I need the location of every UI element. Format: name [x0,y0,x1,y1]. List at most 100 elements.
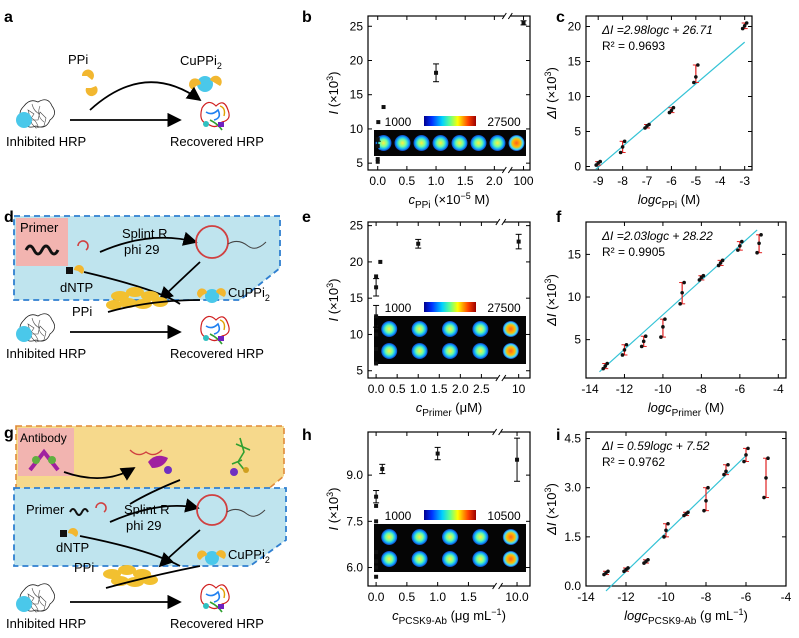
data-point-f [716,263,721,268]
well-spot-e [502,321,519,337]
xtick-label-h: 1.5 [460,590,477,604]
y-axis-label-unit-h: (×10 [326,497,341,527]
data-point-f [641,339,646,344]
y-axis-label-var-i: ΔI [544,522,559,536]
dntp-label-g: dNTP [56,540,89,555]
well-spot-h [381,529,398,545]
y-axis-label-var-c: ΔI [544,106,559,120]
ytick-label-i: 1.5 [564,530,581,544]
well-spot-b [470,135,487,151]
y-axis-label-unit-f: (×10 [544,284,559,314]
dntp-square-icon [66,267,73,274]
data-point-i [742,459,746,464]
axis-break-gap-e [497,375,504,381]
data-point-e [374,314,379,319]
well-spot-h [472,529,489,545]
well-spot-h [411,529,428,545]
x-axis-label-sup-h: −1 [491,607,501,617]
x-axis-label-sub-f: Primer [672,408,702,419]
well-spot-h [442,551,458,567]
ytick-label-b: 10 [350,122,364,136]
xtick-label-c: -9 [593,174,604,188]
panel-g: g Antibody Primer Splint R phi 29 [4,425,287,631]
phi29-label-g: phi 29 [126,518,161,533]
cuppi2-icon-g [197,550,226,565]
data-point-c [647,122,651,127]
panel-d: d Primer Splint R phi 29 dNTP CuPPi2 [4,209,281,361]
data-point-e [416,241,421,246]
data-point-f [701,273,706,278]
panel-letter-i: i [556,427,560,444]
plot-frame-e [367,221,531,379]
antibody-icon [28,448,60,472]
xtick-label-c: -7 [642,174,653,188]
binding-arrow [63,467,136,481]
recovered-hrp-label-g: Recovered HRP [170,616,264,631]
xtick-label-b: 1.5 [457,174,474,188]
ytick-label-c: 5 [574,125,581,139]
data-point-h [374,519,379,524]
data-point-f [738,244,742,248]
x-axis-label-var-f: logc [648,400,672,415]
x-axis-label-sub-h: PCSK9-Ab [399,616,448,627]
xtick-label-f: -4 [773,382,784,396]
data-point-f [757,241,761,246]
y-axis-label-sup-e: 3 [325,283,335,288]
well-spot-e [472,343,489,359]
data-point-i [626,566,630,570]
inhibited-hrp-label: Inhibited HRP [6,134,86,149]
ytick-label-c: 0 [574,160,581,174]
inhibited-hrp-label-g: Inhibited HRP [6,616,86,631]
ytick-label-e: 25 [350,219,364,233]
colorbar-max-e: 27500 [487,301,521,315]
data-point-e [374,332,379,337]
panel-letter-g: g [4,425,14,442]
rca-arrow [99,231,198,253]
probe-icon [230,437,251,476]
xtick-label-f: -6 [735,382,746,396]
y-axis-label-end-b: ) [326,72,341,76]
chart-e: e 5 10 15 20 25 0.0 0.5 1.0 1.5 2.0 2.5 10 I (×103) cP… [302,209,531,419]
data-point-f [601,366,606,371]
fit-equation-i: ΔI = 0.59logc + 7.52 [601,439,710,453]
data-point-f [736,248,740,252]
x-axis-label-end-b: M) [471,192,490,207]
ytick-label-c: 20 [568,20,582,34]
fit-equation-f: ΔI =2.03logc + 28.22 [601,229,713,243]
y-axis-label-unit-e: (×10 [326,288,341,318]
xtick-label-i: -14 [577,590,595,604]
axis-break-mark-b [507,166,513,174]
plot-frame-h [367,431,531,587]
y-axis-label-sup-h: 3 [325,492,335,497]
ppi-arrow-d [107,299,201,313]
data-point-f [661,325,665,329]
y-axis-label-sup-f: 3 [543,278,553,283]
ppi-label: PPi [68,52,88,67]
data-point-f [718,261,723,265]
y-axis-label-unit-b: (×10 [326,81,341,111]
cuppi2-sub-g: 2 [265,555,270,565]
xtick-label-c: -6 [666,174,677,188]
x-axis-label-var-i: logc [624,608,648,623]
data-point-f [659,335,663,339]
data-point-c [740,26,745,31]
cuppi2-label-d: CuPPi2 [228,285,270,303]
data-point-h [374,503,379,508]
ytick-label-h: 6.0 [346,561,363,575]
fit-equation-c: ΔI =2.98logc + 26.71 [601,23,713,37]
axis-break-mark-e [501,218,507,226]
colorbar-b [424,116,476,126]
antibody-label: Antibody [20,431,67,445]
cuppi2-icon [189,75,222,92]
y-axis-label-unit-i: (×10 [544,493,559,523]
y-axis-label-e: I (×103) [325,279,341,322]
x-axis-label-sub-i: PCSK9-Ab [648,616,697,627]
colorbar-min-h: 1000 [385,509,412,523]
data-point-c [694,75,698,79]
well-spot-e [411,343,428,359]
xtick-label-e: 0.5 [389,382,406,396]
axis-break-mark-e [501,374,507,382]
xtick-label-i: -10 [657,590,675,604]
